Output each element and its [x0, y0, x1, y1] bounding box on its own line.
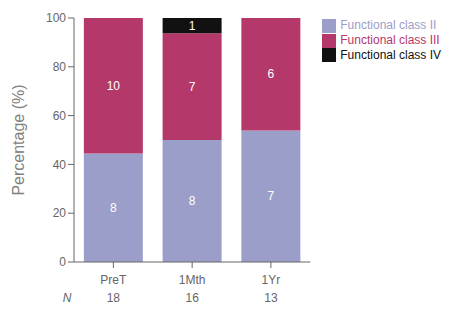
html-text:Functional class III: Functional class III [340, 32, 440, 47]
svg-text:80: 80 [53, 60, 67, 74]
svg-text:13: 13 [264, 291, 278, 305]
svg-text:1Yr: 1Yr [262, 273, 281, 287]
svg-text:8: 8 [110, 201, 117, 215]
html-text:Functional class II: Functional class II [340, 18, 437, 32]
svg-text:8: 8 [189, 194, 196, 208]
svg-text:16: 16 [185, 291, 199, 305]
svg-text:7: 7 [189, 80, 196, 94]
svg-text:20: 20 [53, 206, 67, 220]
html-text:Functional class IV: Functional class IV [340, 47, 441, 62]
svg-text:18: 18 [107, 291, 121, 305]
svg-text:40: 40 [53, 158, 67, 172]
svg-text:1Mth: 1Mth [179, 273, 206, 287]
svg-text:N: N [63, 291, 72, 305]
svg-text:60: 60 [53, 109, 67, 123]
svg-text:6: 6 [268, 67, 275, 81]
svg-text:100: 100 [46, 11, 66, 25]
svg-text:1: 1 [189, 19, 196, 33]
svg-text:7: 7 [268, 189, 275, 203]
svg-text:PreT: PreT [100, 273, 127, 287]
svg-text:Percentage (%): Percentage (%) [10, 84, 27, 195]
svg-text:10: 10 [107, 79, 121, 93]
svg-text:0: 0 [59, 255, 66, 269]
